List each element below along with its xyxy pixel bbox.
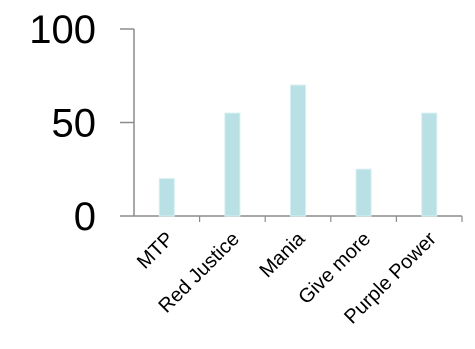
bar-purple-power	[421, 112, 438, 217]
bar-mtp	[158, 178, 175, 217]
chart-bars	[158, 84, 438, 217]
x-tick-label: Mania	[255, 227, 310, 282]
y-tick-label: 100	[29, 8, 96, 52]
x-tick-label: MTP	[133, 228, 178, 273]
y-tick-label: 0	[74, 195, 96, 239]
bar-give-more	[355, 168, 372, 217]
bar-red-justice	[224, 112, 241, 217]
y-tick-label: 50	[52, 102, 97, 146]
y-axis-tick-labels: 0 50 100	[29, 8, 96, 239]
bar-mania	[290, 84, 306, 217]
